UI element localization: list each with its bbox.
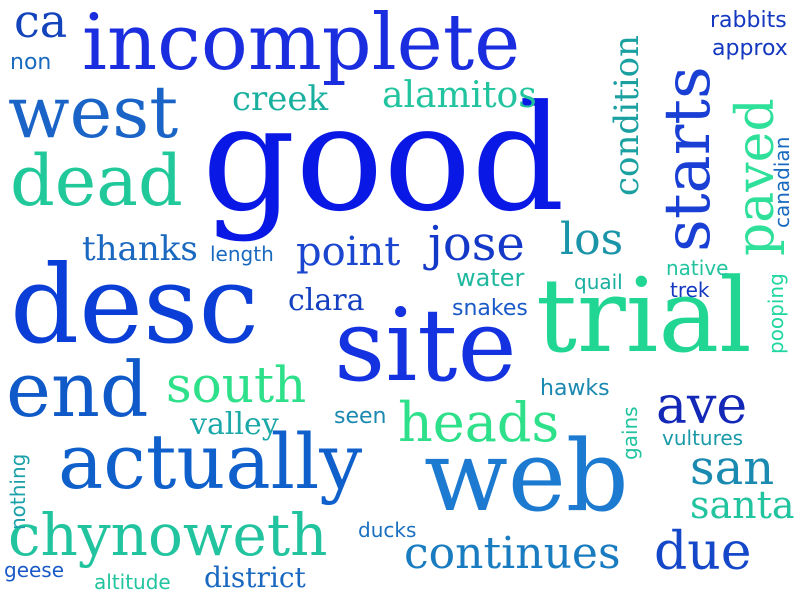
- word-point: point: [296, 229, 401, 275]
- word-canadian: canadian: [770, 136, 794, 228]
- word-rabbits: rabbits: [710, 8, 787, 33]
- word-chynoweth: chynoweth: [8, 501, 328, 569]
- word-quail: quail: [574, 270, 623, 294]
- word-san: san: [690, 440, 775, 496]
- word-nothing: nothing: [6, 453, 30, 530]
- word-web: web: [424, 420, 629, 534]
- word-ave: ave: [656, 376, 748, 436]
- word-trek: trek: [670, 278, 710, 302]
- word-geese: geese: [4, 558, 65, 582]
- word-approx: approx: [712, 36, 788, 61]
- word-continues: continues: [404, 528, 621, 579]
- word-snakes: snakes: [452, 296, 528, 321]
- word-dead: dead: [10, 140, 183, 222]
- word-native: native: [666, 256, 729, 280]
- word-non: non: [10, 50, 52, 75]
- word-hawks: hawks: [540, 376, 610, 401]
- word-trial: trial: [536, 257, 752, 376]
- word-pooping: pooping: [764, 273, 788, 354]
- word-altitude: altitude: [94, 570, 171, 594]
- word-ducks: ducks: [358, 518, 417, 542]
- word-actually: actually: [58, 417, 363, 506]
- word-end: end: [6, 345, 149, 434]
- word-district: district: [204, 561, 306, 594]
- word-vultures: vultures: [662, 426, 744, 450]
- word-alamitos: alamitos: [382, 75, 537, 116]
- word-condition: condition: [607, 35, 647, 196]
- word-heads: heads: [398, 391, 560, 454]
- word-incomplete: incomplete: [82, 0, 521, 88]
- word-clara: clara: [288, 283, 365, 318]
- word-south: south: [166, 356, 307, 414]
- word-west: west: [8, 70, 179, 154]
- word-length: length: [210, 242, 274, 266]
- word-good: good: [202, 74, 565, 244]
- word-site: site: [334, 287, 517, 404]
- word-seen: seen: [334, 404, 387, 429]
- word-santa: santa: [690, 483, 795, 527]
- word-thanks: thanks: [82, 229, 198, 269]
- word-desc: desc: [10, 243, 259, 368]
- word-gains: gains: [618, 406, 642, 460]
- word-creek: creek: [232, 79, 329, 119]
- word-starts: starts: [651, 66, 725, 252]
- word-los: los: [560, 214, 624, 265]
- word-water: water: [456, 264, 525, 292]
- word-due: due: [654, 522, 752, 582]
- word-ca: ca: [14, 0, 68, 48]
- word-valley: valley: [190, 407, 279, 442]
- word-jose: jose: [428, 216, 525, 272]
